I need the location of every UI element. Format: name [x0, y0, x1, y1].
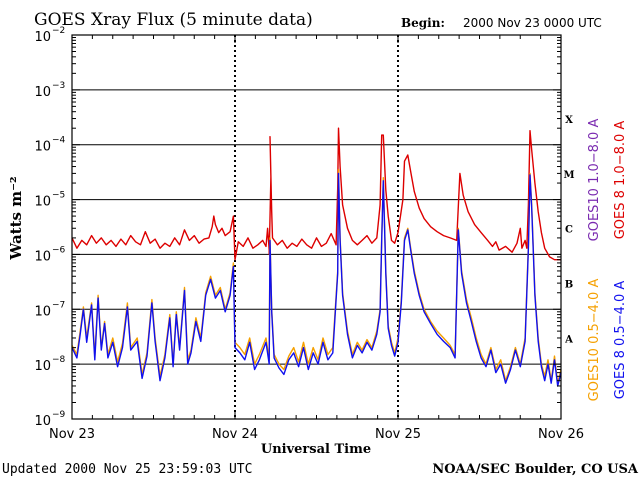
flare-class-label: M [563, 170, 574, 181]
y-tick-exponent: −9 [52, 410, 66, 420]
chart-title: GOES Xray Flux (5 minute data) [34, 10, 313, 30]
y-tick-exponent: −3 [52, 81, 65, 91]
credit-label: NOAA/SEC Boulder, CO USA [432, 462, 639, 477]
legend-entry: GOES10 0.5−4.0 A [587, 279, 602, 402]
y-tick-exponent: −7 [52, 300, 65, 310]
y-tick-label: 10 [34, 30, 51, 45]
legend: GOES10 1.0−8.0 A GOES 8 1.0−8.0 A GOES10 0… [587, 119, 628, 402]
y-tick-label: 10 [34, 85, 51, 100]
y-tick-label: 10 [34, 359, 51, 374]
y-tick-label: 10 [34, 304, 51, 319]
legend-entry: GOES 8 1.0−8.0 A [613, 121, 628, 240]
y-tick-label: 10 [34, 195, 51, 210]
x-tick-label: Nov 26 [538, 427, 584, 442]
x-tick-label: Nov 23 [49, 427, 95, 442]
y-tick-label: 10 [34, 249, 51, 264]
series-line [71, 168, 562, 384]
updated-timestamp: Updated 2000 Nov 25 23:59:03 UTC [2, 462, 252, 477]
flare-class-label: X [565, 115, 573, 126]
grid [72, 35, 561, 419]
flare-class-label: B [565, 280, 573, 291]
y-tick-exponent: −6 [52, 245, 66, 255]
series-line [71, 172, 562, 387]
y-tick-exponent: −2 [52, 26, 65, 36]
x-tick-label: Nov 25 [375, 427, 421, 442]
x-tick-label: Nov 24 [212, 427, 258, 442]
flare-class-labels: X M C B A [563, 115, 574, 345]
plot-series [71, 127, 562, 387]
y-tick-exponent: −5 [52, 191, 65, 201]
y-tick-label: 10 [34, 414, 51, 429]
flare-class-label: C [565, 225, 573, 236]
flare-class-label: A [564, 334, 573, 345]
series-line [71, 127, 561, 261]
y-tick-exponent: −4 [52, 136, 66, 146]
begin-value: 2000 Nov 23 0000 UTC [463, 16, 602, 30]
begin-label: Begin: [401, 16, 445, 30]
y-tick-label: 10 [34, 140, 51, 155]
x-axis-label: Universal Time [261, 442, 371, 457]
legend-entry: GOES10 1.0−8.0 A [587, 119, 602, 242]
y-axis-label: Watts m⁻² [7, 176, 25, 260]
legend-entry: GOES 8 0.5−4.0 A [613, 281, 628, 400]
y-tick-exponent: −8 [52, 355, 66, 365]
